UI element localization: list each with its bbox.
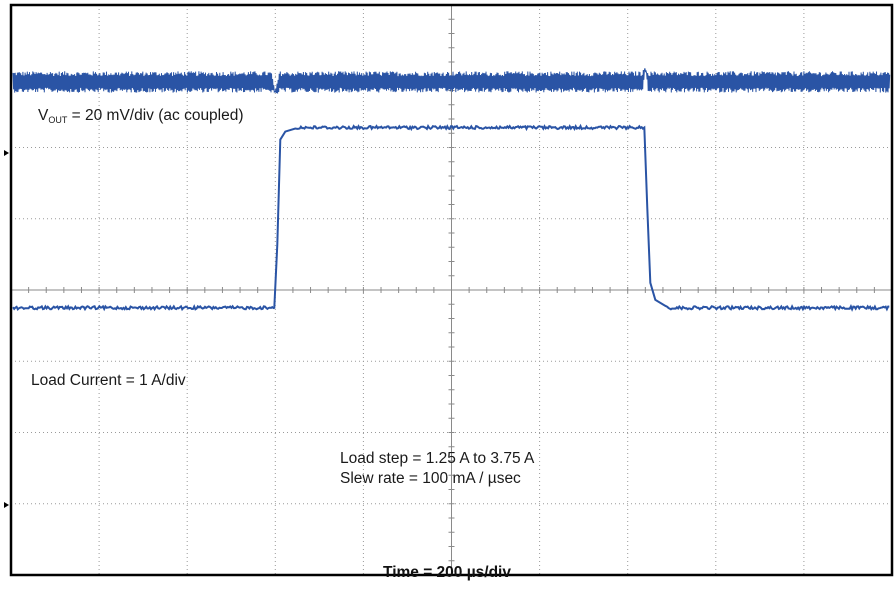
vout-annotation: VOUT = 20 mV/div (ac coupled) — [38, 107, 244, 125]
ch2-marker — [4, 502, 9, 508]
load-step-annotation: Load step = 1.25 A to 3.75 A — [340, 450, 535, 467]
grid — [10, 4, 893, 576]
load-current-trace — [12, 123, 890, 312]
ch1-marker — [4, 150, 9, 156]
load-current-annotation: Load Current = 1 A/div — [31, 372, 186, 389]
plot-frame — [9, 3, 894, 577]
slew-rate-annotation: Slew rate = 100 mA / µsec — [340, 470, 521, 487]
vout-trace — [12, 68, 891, 94]
x-axis-label: Time = 200 µs/div — [383, 564, 511, 581]
